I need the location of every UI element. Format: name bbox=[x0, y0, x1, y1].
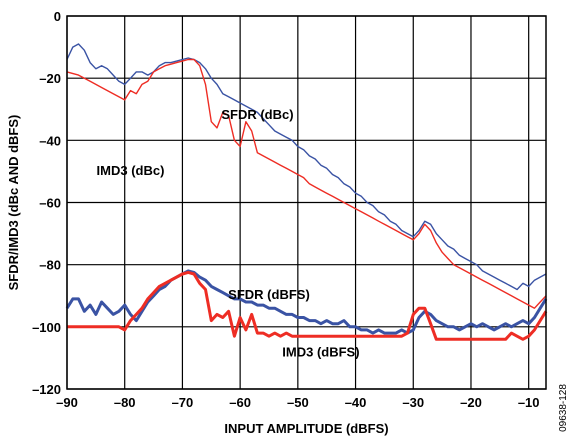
x-axis-title: INPUT AMPLITUDE (dBFS) bbox=[224, 421, 388, 436]
y-axis-title: SFDR/IMD3 (dBc AND dBFS) bbox=[6, 115, 21, 291]
series-line-sfdr-dbc bbox=[66, 43, 547, 291]
x-tick-label: –40 bbox=[345, 395, 367, 410]
y-tick-label: –120 bbox=[32, 382, 61, 397]
series-label-imd3-dbc: IMD3 (dBc) bbox=[97, 163, 165, 178]
x-tick-label: –10 bbox=[518, 395, 540, 410]
series-line-sfdr-dbfs bbox=[65, 269, 548, 335]
x-tick-label: –20 bbox=[460, 395, 482, 410]
y-tick-label: –40 bbox=[39, 133, 61, 148]
x-tick-label: –70 bbox=[172, 395, 194, 410]
y-tick-label: –100 bbox=[32, 320, 61, 335]
x-tick-label: –80 bbox=[114, 395, 136, 410]
figure-id: 09638-128 bbox=[558, 384, 569, 432]
series-line-imd3-dbc bbox=[66, 58, 547, 309]
y-tick-labels: 0 –20 –40 –60 –80 –100 –120 bbox=[32, 9, 61, 397]
y-tick-label: –80 bbox=[39, 258, 61, 273]
y-tick-label: –60 bbox=[39, 196, 61, 211]
x-tick-label: –90 bbox=[56, 395, 78, 410]
x-tick-label: –50 bbox=[287, 395, 309, 410]
plot-border bbox=[66, 15, 547, 390]
y-tick-label: 0 bbox=[54, 9, 61, 24]
x-tick-labels: –90 –80 –70 –60 –50 –40 –30 –20 –10 bbox=[56, 395, 539, 410]
y-tick-label: –20 bbox=[39, 71, 61, 86]
series-label-imd3-dbfs: IMD3 (dBFS) bbox=[282, 345, 359, 360]
series-labels: SFDR (dBc) IMD3 (dBc) SFDR (dBFS) IMD3 (dBF… bbox=[97, 107, 360, 360]
series-line-imd3-dbfs bbox=[67, 270, 548, 341]
x-tick-label: –60 bbox=[229, 395, 251, 410]
x-tick-label: –30 bbox=[402, 395, 424, 410]
series-label-sfdr-dbfs: SFDR (dBFS) bbox=[228, 287, 310, 302]
series-lines bbox=[65, 43, 548, 341]
series-label-sfdr-dbc: SFDR (dBc) bbox=[221, 107, 293, 122]
